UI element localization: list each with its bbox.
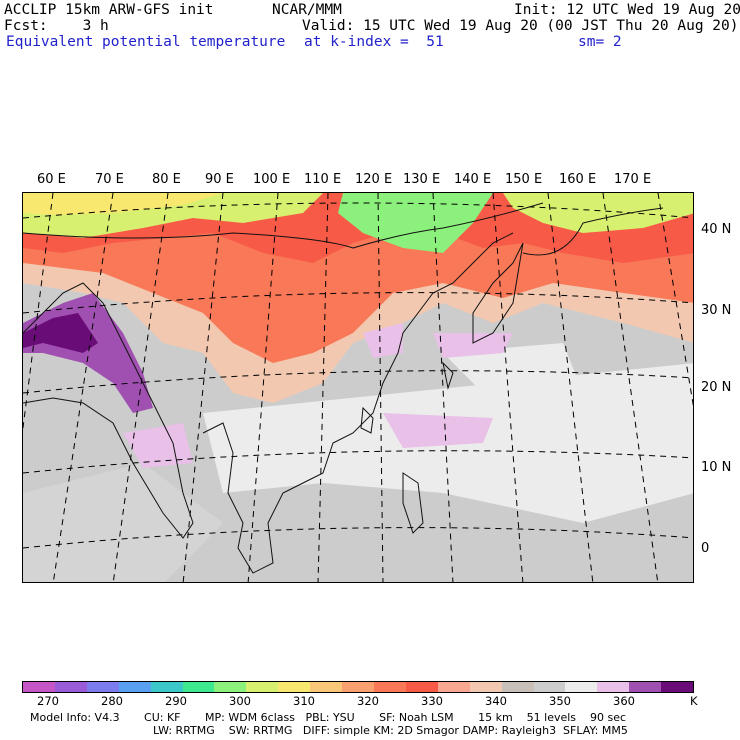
colorbar-segment (373, 682, 406, 692)
field-name: Equivalent potential temperature (6, 34, 286, 50)
colorbar-label: 270 (37, 694, 59, 708)
field-scs-east (383, 413, 493, 448)
lon-label: 90 E (205, 172, 234, 187)
colorbar-label: 320 (357, 694, 379, 708)
physics-info: LW: RRTMG SW: RRTMG DIFF: simple KM: 2D … (153, 724, 628, 737)
colorbar-segment (469, 682, 502, 692)
colorbar-label: 310 (293, 694, 315, 708)
center-name: NCAR/MMM (272, 2, 342, 18)
colorbar-segment (182, 682, 215, 692)
model-title: ACCLIP 15km ARW-GFS init (4, 2, 214, 18)
colorbar-segment (342, 682, 374, 692)
lon-label: 70 E (95, 172, 124, 187)
colorbar-segment (437, 682, 470, 692)
colorbar-segment (597, 682, 630, 692)
lon-label: 110 E (304, 172, 342, 187)
lon-label: 80 E (152, 172, 181, 187)
theta-e-map (22, 192, 694, 583)
colorbar-segment (246, 682, 279, 692)
forecast-hour: Fcst: 3 h (4, 18, 109, 34)
colorbar-label: 280 (101, 694, 123, 708)
colorbar-segment (501, 682, 534, 692)
level-index: at k-index = 51 (304, 34, 444, 50)
colorbar-segment (565, 682, 598, 692)
lon-label: 140 E (454, 172, 492, 187)
lon-label: 130 E (403, 172, 441, 187)
model-info: Model Info: V4.3 CU: KF MP: WDM 6class P… (30, 711, 627, 724)
field-indian-ocean (23, 463, 223, 582)
graticule (23, 193, 693, 582)
valid-time: Valid: 15 UTC Wed 19 Aug 20 (00 JST Thu … (302, 18, 739, 34)
field-cool-north (338, 193, 493, 253)
colorbar-segment (629, 682, 662, 692)
colorbar-segment (214, 682, 247, 692)
colorbar-segment (150, 682, 183, 692)
colorbar-segment (533, 682, 566, 692)
colorbar-segment (118, 682, 151, 692)
colorbar-segment (54, 682, 87, 692)
colorbar-label: 290 (165, 694, 187, 708)
field-monsoon-peak (23, 313, 98, 353)
colorbar-segment (86, 682, 119, 692)
smoothing: sm= 2 (578, 34, 622, 50)
lat-label: 40 N (701, 222, 732, 237)
lat-label: 0 (701, 541, 710, 556)
lon-label: 150 E (505, 172, 543, 187)
lat-label: 20 N (701, 380, 732, 395)
lon-label: 170 E (614, 172, 652, 187)
init-time: Init: 12 UTC Wed 19 Aug 20 (514, 2, 740, 18)
field-south-japan (433, 333, 513, 358)
coastlines (23, 202, 664, 574)
lat-label: 30 N (701, 303, 732, 318)
field-west-pacific (443, 343, 583, 403)
colorbar-label: 360 (613, 694, 635, 708)
field-cool-west-yellow (23, 193, 223, 215)
colorbar (22, 681, 694, 693)
field-east-china (363, 323, 403, 358)
lon-label: 120 E (355, 172, 393, 187)
colorbar-segment (405, 682, 438, 692)
field-cool-northeast (503, 193, 693, 233)
colorbar-label: 350 (549, 694, 571, 708)
lon-label: 60 E (37, 172, 66, 187)
colorbar-segment (278, 682, 311, 692)
lon-label: 100 E (253, 172, 291, 187)
lat-label: 10 N (701, 460, 732, 475)
colorbar-segment (310, 682, 343, 692)
colorbar-segment (661, 682, 694, 692)
map-canvas (23, 193, 693, 582)
colorbar-label: 330 (421, 694, 443, 708)
colorbar-label: 340 (485, 694, 507, 708)
colorbar-segment (23, 682, 55, 692)
lon-label: 160 E (559, 172, 597, 187)
colorbar-unit: K (690, 694, 698, 708)
colorbar-label: 300 (229, 694, 251, 708)
